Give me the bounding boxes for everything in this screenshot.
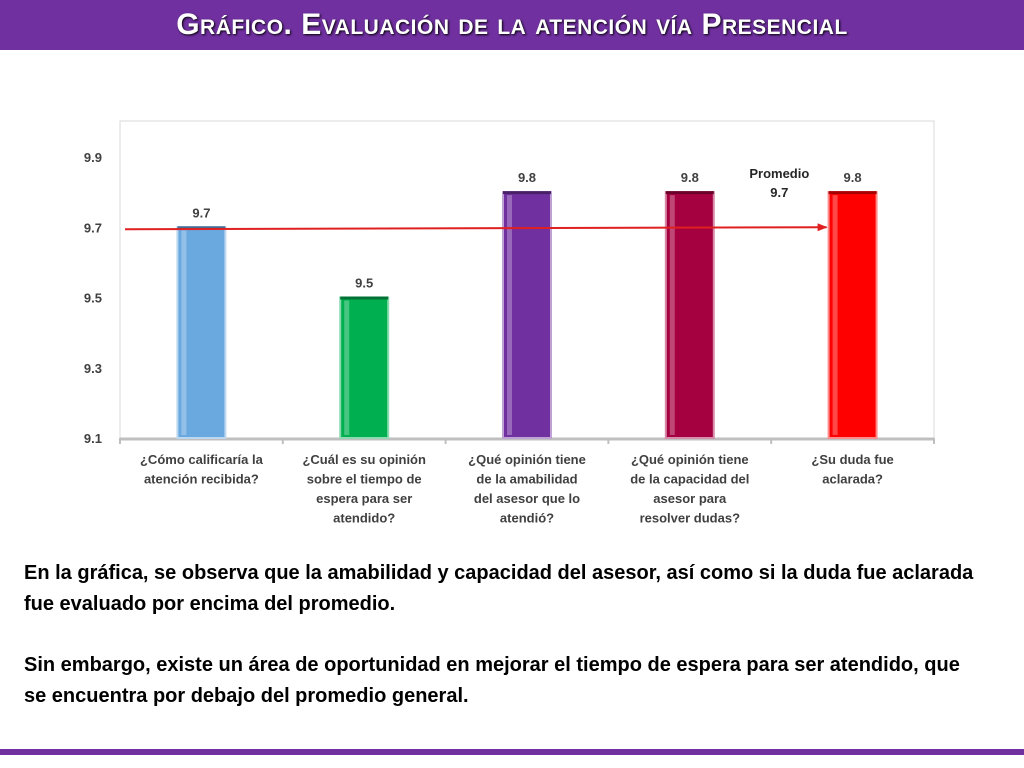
data-label: 9.5 [355,276,373,291]
category-label: atención recibida? [144,472,259,487]
category-label: aclarada? [822,472,883,487]
analysis-paragraph-2: Sin embargo, existe un área de oportunid… [24,654,960,707]
category-label: ¿Cómo calificaría la [140,452,264,467]
bar-highlight [181,230,187,435]
bar-top-edge [503,191,551,195]
category-label: ¿Cuál es su opinión [302,452,426,467]
data-label: 9.8 [518,170,536,185]
bar-highlight [669,195,675,435]
analysis-text: En la gráfica, se observa que la amabili… [24,558,984,742]
footer-bar [0,749,1024,755]
category-label: de la amabilidad [476,472,577,487]
bar-highlight [832,195,838,435]
bar-highlight [344,300,350,435]
bar-highlight [507,195,512,435]
category-label: sobre el tiempo de [307,472,422,487]
average-label: Promedio [749,166,809,181]
category-label: ¿Su duda fue [811,452,893,467]
data-label: 9.7 [192,205,210,220]
title-bar: Gráfico. Evaluación de la atención vía P… [0,0,1024,50]
category-label: espera para ser [316,491,412,506]
bar-chart: 9.1 9.3 9.5 9.7 9.9 9.7 9.5 9.8 9.8 9.8 ¿Cómo cali… [84,120,935,526]
analysis-paragraph-1: En la gráfica, se observa que la amabili… [24,562,974,615]
average-line [124,223,828,232]
bar-top-edge [828,191,877,195]
bar-top-edge [177,226,226,230]
category-label: asesor para [653,491,727,506]
category-label: de la capacidad del [630,472,749,487]
data-label: 9.8 [681,170,699,185]
y-tick-label: 9.7 [84,220,102,235]
bar-top-edge [340,296,389,300]
chart-marks: 9.1 9.3 9.5 9.7 9.9 9.7 9.5 9.8 9.8 9.8 ¿Cómo cali… [84,150,935,526]
y-tick-label: 9.1 [84,431,102,446]
y-tick-label: 9.9 [84,150,102,165]
bar-top-edge [665,191,714,195]
category-label: atendió? [500,511,554,526]
category-label: del asesor que lo [474,491,580,506]
y-tick-label: 9.5 [84,291,102,306]
category-label: ¿Qué opinión tiene [468,452,586,467]
category-label: resolver dudas? [640,511,740,526]
category-label: atendido? [333,511,395,526]
average-value: 9.7 [770,185,788,200]
slide-title: Gráfico. Evaluación de la atención vía P… [176,8,848,41]
category-label: ¿Qué opinión tiene [631,452,749,467]
y-tick-label: 9.3 [84,361,102,376]
data-label: 9.8 [844,170,862,185]
